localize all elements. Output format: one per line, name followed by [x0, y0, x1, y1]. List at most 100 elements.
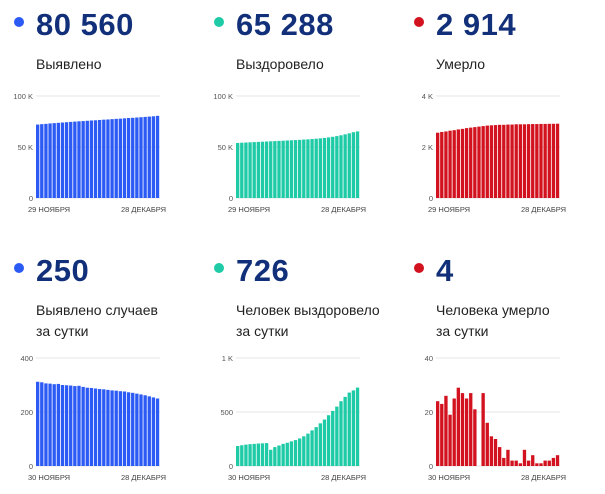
bar	[351, 132, 356, 198]
bar	[36, 381, 40, 466]
bar	[110, 390, 114, 466]
bar	[535, 463, 539, 466]
bar	[60, 385, 65, 466]
bar	[351, 390, 356, 466]
bar	[335, 136, 339, 198]
bar	[273, 141, 277, 198]
bar	[444, 131, 448, 198]
bar	[269, 449, 273, 466]
bar	[306, 139, 310, 198]
bar	[464, 398, 469, 466]
bar	[535, 124, 539, 198]
bar	[118, 391, 122, 466]
bar	[551, 123, 556, 198]
x-tick-label: 28 ДЕКАБРЯ	[521, 205, 566, 214]
bar-chart: 0 200 400 30 НОЯБРЯ 28 ДЕКАБРЯ	[20, 354, 166, 482]
bar	[131, 392, 135, 466]
bar	[331, 410, 335, 466]
series-dot-icon	[214, 17, 224, 27]
bar	[493, 439, 498, 466]
bar	[526, 460, 531, 466]
bar	[469, 393, 473, 466]
bar	[436, 401, 440, 466]
bar	[93, 120, 98, 198]
y-tick-label: 50 K	[218, 143, 233, 152]
bar	[273, 447, 277, 466]
bar	[98, 389, 102, 466]
bar	[310, 139, 314, 198]
bar	[285, 442, 289, 466]
bar	[81, 386, 85, 466]
bar	[98, 119, 102, 198]
bar	[522, 449, 527, 466]
bar	[277, 140, 281, 198]
bar	[539, 123, 543, 198]
bar	[322, 419, 327, 466]
bar	[298, 438, 302, 466]
bar	[481, 126, 485, 198]
y-tick-label: 0	[29, 194, 33, 203]
chart-panel-5: 4 Человека умерло за сутки 0 20 40 30 НОЯБРЯ 28…	[414, 254, 604, 494]
bar	[44, 383, 48, 466]
bar	[477, 126, 481, 198]
bar	[489, 125, 494, 198]
bar	[473, 127, 477, 198]
bar	[531, 124, 535, 198]
x-tick-label: 29 НОЯБРЯ	[228, 205, 270, 214]
y-tick-label: 0	[229, 194, 233, 203]
bar	[122, 391, 127, 466]
bar	[260, 443, 265, 466]
bar	[514, 460, 518, 466]
bar	[302, 436, 306, 466]
bar	[64, 122, 69, 198]
bar	[126, 118, 131, 198]
x-tick-label: 30 НОЯБРЯ	[28, 473, 70, 482]
bar	[122, 118, 127, 198]
y-tick-label: 0	[429, 194, 433, 203]
metric-label: Человека умерло за сутки	[436, 300, 550, 342]
bar	[244, 444, 248, 466]
bar	[155, 398, 160, 466]
bar	[114, 390, 118, 466]
bar	[151, 116, 156, 198]
y-tick-label: 1 K	[222, 354, 233, 363]
bar	[143, 395, 147, 466]
bar	[493, 125, 498, 198]
bar	[543, 123, 547, 198]
bar	[302, 139, 306, 198]
bar	[264, 443, 269, 466]
y-tick-label: 100 K	[13, 92, 33, 101]
bar	[151, 397, 156, 466]
bar	[102, 119, 106, 198]
bar	[448, 414, 452, 466]
bar	[485, 125, 489, 198]
bar	[460, 128, 465, 198]
bar	[293, 440, 298, 466]
bar	[551, 457, 556, 466]
bar	[281, 140, 285, 198]
bar	[277, 445, 281, 466]
bar	[343, 396, 347, 466]
metric-label-line: Выявлено	[36, 56, 102, 72]
bar	[155, 115, 160, 198]
bar	[89, 120, 94, 198]
bar	[306, 433, 310, 466]
bar	[135, 117, 139, 198]
bar	[36, 124, 40, 198]
bar	[489, 436, 494, 466]
bar	[135, 393, 139, 466]
bar	[48, 123, 52, 198]
y-tick-label: 200	[20, 408, 33, 417]
metric-label: Выявлено	[36, 54, 102, 75]
metric-label-line: за сутки	[236, 323, 289, 339]
bar	[555, 455, 560, 466]
bar	[481, 393, 485, 466]
bar	[143, 116, 147, 198]
bar	[40, 124, 44, 198]
bar	[440, 131, 444, 198]
metric-label-line: за сутки	[36, 323, 89, 339]
bar	[343, 134, 347, 198]
chart-panel-2: 2 914 Умерло 0 2 K 4 K 29 НОЯБРЯ 28 ДЕКАБРЯ	[414, 8, 604, 248]
bar	[85, 387, 89, 466]
bar	[60, 122, 65, 198]
